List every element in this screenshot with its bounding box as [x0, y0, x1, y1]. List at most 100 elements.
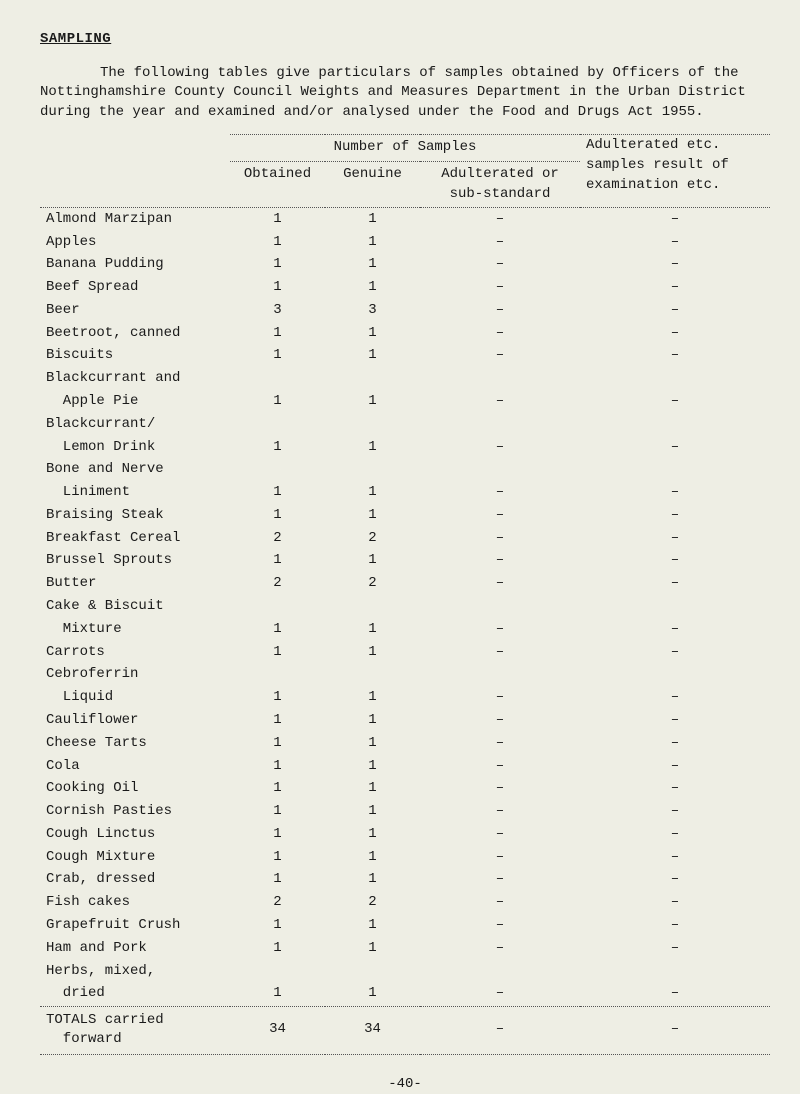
row-result	[580, 413, 770, 436]
row-label: Liniment	[40, 482, 230, 505]
table-row: Cake & Biscuit	[40, 595, 770, 618]
row-obtained	[230, 413, 325, 436]
row-result: –	[580, 846, 770, 869]
row-adulterated: –	[420, 550, 580, 573]
row-result: –	[580, 869, 770, 892]
row-label: Brussel Sprouts	[40, 550, 230, 573]
row-genuine: 1	[325, 641, 420, 664]
row-label: Herbs, mixed,	[40, 960, 230, 983]
row-adulterated: –	[420, 755, 580, 778]
row-result: –	[580, 322, 770, 345]
row-label: Cough Mixture	[40, 846, 230, 869]
row-obtained: 1	[230, 231, 325, 254]
row-genuine: 1	[325, 709, 420, 732]
row-obtained: 1	[230, 846, 325, 869]
row-adulterated	[420, 368, 580, 391]
row-adulterated: –	[420, 709, 580, 732]
table-row: Cooking Oil11––	[40, 778, 770, 801]
table-row: Biscuits11––	[40, 345, 770, 368]
row-adulterated	[420, 459, 580, 482]
row-genuine: 1	[325, 800, 420, 823]
totals-result: –	[580, 1007, 770, 1055]
row-result: –	[580, 641, 770, 664]
table-row: Beef Spread11––	[40, 277, 770, 300]
row-obtained: 1	[230, 869, 325, 892]
row-label: Cough Linctus	[40, 823, 230, 846]
row-adulterated: –	[420, 573, 580, 596]
row-adulterated: –	[420, 687, 580, 710]
row-adulterated: –	[420, 299, 580, 322]
row-genuine: 1	[325, 504, 420, 527]
row-result: –	[580, 983, 770, 1006]
row-obtained: 2	[230, 527, 325, 550]
row-result: –	[580, 550, 770, 573]
table-row: Herbs, mixed,	[40, 960, 770, 983]
row-label: Beef Spread	[40, 277, 230, 300]
row-result: –	[580, 231, 770, 254]
row-obtained: 1	[230, 687, 325, 710]
row-adulterated: –	[420, 208, 580, 231]
table-row: Banana Pudding11––	[40, 254, 770, 277]
row-result: –	[580, 482, 770, 505]
row-obtained: 1	[230, 504, 325, 527]
totals-adult: –	[420, 1007, 580, 1055]
row-result	[580, 595, 770, 618]
row-obtained: 1	[230, 390, 325, 413]
row-label: Grapefruit Crush	[40, 914, 230, 937]
table-row: Fish cakes22––	[40, 892, 770, 915]
row-adulterated	[420, 595, 580, 618]
row-label: Braising Steak	[40, 504, 230, 527]
row-genuine: 1	[325, 277, 420, 300]
row-adulterated: –	[420, 869, 580, 892]
table-row: Bone and Nerve	[40, 459, 770, 482]
row-genuine: 2	[325, 527, 420, 550]
row-genuine: 2	[325, 892, 420, 915]
table-row: Ham and Pork11––	[40, 937, 770, 960]
row-genuine: 1	[325, 390, 420, 413]
row-genuine: 1	[325, 687, 420, 710]
row-adulterated: –	[420, 732, 580, 755]
table-body: Almond Marzipan11––Apples11––Banana Pudd…	[40, 208, 770, 1006]
row-obtained: 1	[230, 254, 325, 277]
row-result: –	[580, 208, 770, 231]
row-genuine: 1	[325, 846, 420, 869]
row-adulterated: –	[420, 641, 580, 664]
row-label: Beetroot, canned	[40, 322, 230, 345]
row-result: –	[580, 800, 770, 823]
row-adulterated: –	[420, 504, 580, 527]
row-adulterated: –	[420, 390, 580, 413]
row-obtained: 1	[230, 823, 325, 846]
table-row: Brussel Sprouts11––	[40, 550, 770, 573]
row-obtained: 1	[230, 709, 325, 732]
row-adulterated: –	[420, 527, 580, 550]
row-obtained: 1	[230, 778, 325, 801]
intro-paragraph: The following tables give particulars of…	[40, 64, 770, 123]
row-obtained: 1	[230, 345, 325, 368]
row-label: Cornish Pasties	[40, 800, 230, 823]
table-row: Beer33––	[40, 299, 770, 322]
row-adulterated: –	[420, 914, 580, 937]
row-result: –	[580, 390, 770, 413]
row-adulterated: –	[420, 482, 580, 505]
table-row: Cheese Tarts11––	[40, 732, 770, 755]
row-genuine: 1	[325, 618, 420, 641]
row-adulterated	[420, 664, 580, 687]
row-result: –	[580, 277, 770, 300]
row-adulterated: –	[420, 322, 580, 345]
header-genuine: Genuine	[325, 161, 420, 207]
row-label: Bone and Nerve	[40, 459, 230, 482]
row-genuine: 1	[325, 937, 420, 960]
row-obtained: 1	[230, 983, 325, 1006]
row-label: Apple Pie	[40, 390, 230, 413]
row-genuine	[325, 595, 420, 618]
row-genuine: 1	[325, 732, 420, 755]
table-row: Liquid11––	[40, 687, 770, 710]
table-row: Cebroferrin	[40, 664, 770, 687]
row-genuine	[325, 960, 420, 983]
row-obtained: 2	[230, 892, 325, 915]
row-obtained: 3	[230, 299, 325, 322]
row-adulterated: –	[420, 846, 580, 869]
table-row: Crab, dressed11––	[40, 869, 770, 892]
row-obtained: 1	[230, 482, 325, 505]
totals-genuine: 34	[325, 1007, 420, 1055]
